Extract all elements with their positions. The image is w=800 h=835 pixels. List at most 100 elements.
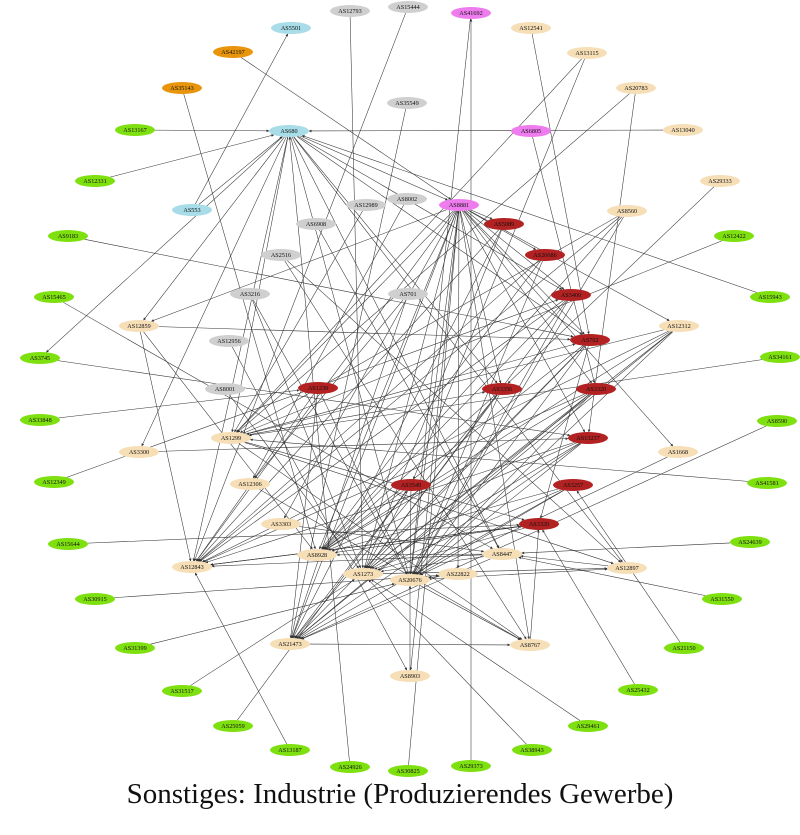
node-label: AS12897 (615, 565, 638, 572)
node-shape (205, 383, 245, 395)
node-shape (568, 432, 608, 444)
edge-as12897-as8447 (520, 555, 609, 567)
edge-as12989-as1299 (234, 210, 363, 433)
edge-as3549-as1273 (365, 490, 409, 569)
node-as25432: AS25432 (618, 684, 658, 696)
node-as29373: AS29373 (451, 760, 491, 772)
node-as35549: AS35549 (387, 97, 427, 109)
edge-as8881-as20686 (468, 210, 537, 250)
node-label: AS34161 (768, 354, 791, 361)
node-as3216: AS3216 (230, 288, 270, 300)
edge-as8881-as8903 (409, 210, 459, 671)
edge-as9183-as702 (84, 239, 574, 338)
node-as30915: AS30915 (75, 593, 115, 605)
node-label: AS13115 (575, 50, 598, 57)
node-shape (438, 568, 478, 580)
node-shape (568, 720, 608, 732)
node-shape (388, 288, 428, 300)
edge-as20783-as1299 (237, 93, 630, 433)
node-shape (570, 334, 610, 346)
node-shape (760, 351, 800, 363)
edge-as702-as21473 (295, 345, 585, 639)
edge-as13115-as1299 (236, 58, 582, 433)
edge-as3356-as8928 (323, 394, 496, 550)
edge-as680-as3300 (141, 136, 287, 447)
node-shape (230, 288, 270, 300)
node-as3549: AS3549 (391, 479, 431, 491)
node-label: AS5400 (561, 292, 581, 299)
edge-as31550-as8447 (518, 556, 706, 596)
node-shape (482, 548, 522, 560)
node-as30825: AS30825 (388, 765, 428, 777)
node-as8767: AS8767 (510, 639, 550, 651)
node-as35143: AS35143 (162, 82, 202, 94)
edge-as8447-as8928 (336, 553, 483, 557)
node-as25059: AS25059 (213, 720, 253, 732)
node-label: AS25059 (221, 723, 244, 730)
edge-as1239-as20676 (320, 393, 408, 575)
node-label: AS6805 (521, 128, 541, 135)
edge-as8881-as13237 (462, 210, 585, 433)
node-label: AS553 (183, 207, 200, 214)
node-as13040: AS13040 (663, 124, 703, 136)
node-shape (390, 670, 430, 682)
node-label: AS6908 (306, 221, 326, 228)
edge-as29461-as1273 (370, 579, 581, 721)
node-as8590: AS8590 (757, 415, 797, 427)
node-as3257: AS3257 (553, 479, 593, 491)
node-as5501: AS5501 (271, 22, 311, 34)
node-shape (618, 684, 658, 696)
edge-as12956-as8903 (231, 346, 408, 671)
node-shape (391, 479, 431, 491)
edge-as25432-as3320b (542, 529, 635, 685)
node-as553: AS553 (172, 204, 212, 216)
node-shape (297, 549, 337, 561)
edge-as3549-as8928 (324, 490, 404, 550)
edge-as3745-as13237 (57, 360, 571, 437)
node-label: AS12989 (354, 202, 377, 209)
node-shape (510, 639, 550, 651)
node-shape (269, 125, 309, 137)
node-label: AS12541 (519, 25, 542, 32)
node-label: AS8001 (215, 386, 235, 393)
edge-as12312-as21473 (296, 331, 673, 639)
node-as5089: AS5089 (484, 218, 524, 230)
node-as1273: AS1273 (343, 568, 383, 580)
node-label: AS13237 (576, 435, 599, 442)
node-shape (482, 383, 522, 395)
node-as13237: AS13237 (568, 432, 608, 444)
edge-as8590-as21473 (300, 425, 767, 640)
edge-as3216-as1273 (252, 299, 361, 569)
edge-as8881-as21473 (291, 210, 457, 639)
node-as8001: AS8001 (205, 383, 245, 395)
edge-as3356-as20676 (412, 394, 500, 575)
node-shape (261, 518, 301, 530)
edge-as31517-as1273 (190, 579, 355, 686)
edge-as680-as1299 (231, 136, 289, 433)
node-label: AS3549 (401, 482, 421, 489)
edge-as8447-as1273 (380, 556, 485, 573)
node-shape (553, 479, 593, 491)
node-as12312: AS12312 (659, 320, 699, 332)
edge-as5400-as8928 (322, 300, 566, 550)
edge-as12793-as1273 (349, 16, 365, 569)
edge-as3300-as13237 (158, 437, 569, 452)
node-as20676: AS20676 (390, 574, 430, 586)
node-label: AS24639 (738, 539, 761, 546)
node-shape (525, 249, 565, 261)
node-label: AS15444 (396, 4, 419, 11)
node-label: AS12843 (180, 564, 203, 571)
edge-as8881-as1668 (463, 210, 674, 447)
edge-as2516-as12897 (287, 260, 621, 563)
node-shape (511, 125, 551, 137)
edge-as13237-as12843 (205, 442, 575, 564)
node-shape (172, 561, 212, 573)
node-as15644: AS15644 (48, 538, 88, 550)
node-as5400: AS5400 (551, 289, 591, 301)
edge-layer (46, 12, 767, 766)
node-as15465: AS15465 (34, 291, 74, 303)
edge-as12331-as680 (110, 134, 275, 178)
node-shape (48, 538, 88, 550)
edge-as8881-as8767 (459, 210, 530, 640)
node-shape (616, 82, 656, 94)
